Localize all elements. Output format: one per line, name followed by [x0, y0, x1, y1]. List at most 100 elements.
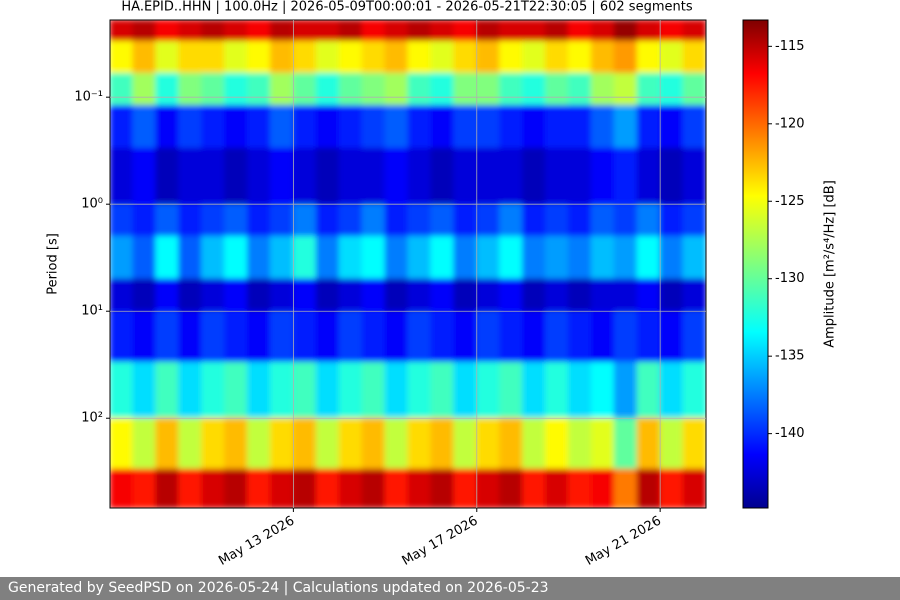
heatmap-cell	[453, 105, 478, 149]
heatmap-cell	[545, 147, 569, 205]
heatmap-cell	[567, 278, 592, 312]
heatmap-cell	[476, 72, 501, 107]
heatmap-cell	[155, 147, 180, 205]
plot-frame	[109, 19, 707, 509]
heatmap-cell	[247, 361, 271, 419]
heatmap-cell	[269, 235, 294, 280]
heatmap-cell	[659, 417, 684, 470]
heatmap-cell	[590, 361, 615, 419]
heatmap-cell	[430, 203, 455, 237]
colorbar-tick-label: -140	[775, 426, 805, 441]
heatmap-cell	[269, 417, 294, 470]
heatmap-cell	[453, 203, 478, 237]
heatmap-cell	[659, 147, 684, 205]
heatmap-cell	[384, 40, 409, 74]
heatmap-cell	[269, 105, 294, 149]
heatmap-cell	[132, 235, 157, 280]
heatmap-cell	[315, 72, 340, 107]
heatmap-cell	[567, 147, 592, 205]
heatmap-cell	[178, 40, 203, 74]
heatmap-cell	[338, 203, 363, 237]
heatmap-cell	[407, 278, 432, 312]
heatmap-cell	[659, 468, 684, 508]
heatmap-cell	[384, 147, 409, 205]
heatmap-cell	[110, 203, 134, 237]
heatmap-cell	[499, 417, 524, 470]
heatmap-cell	[338, 40, 363, 74]
heatmap-cell	[499, 40, 524, 74]
heatmap-cell	[659, 40, 684, 74]
heatmap-cell	[659, 310, 684, 363]
heatmap-cell	[201, 40, 226, 74]
heatmap-cell	[682, 468, 706, 508]
heatmap-cell	[315, 310, 340, 363]
heatmap-cell	[110, 235, 134, 280]
heatmap-cell	[292, 20, 317, 42]
heatmap-cell	[247, 20, 271, 42]
heatmap-cell	[567, 72, 592, 107]
heatmap-cell	[453, 235, 478, 280]
x-tick-label: May 13 2026	[216, 514, 297, 569]
heatmap-cell	[315, 40, 340, 74]
heatmap-cell	[407, 20, 432, 42]
colorbar-label: Amplitude [m²/s⁴/Hz] [dB]	[823, 180, 838, 348]
heatmap-cell	[590, 278, 615, 312]
heatmap-cell	[361, 361, 386, 419]
heatmap-cell	[545, 417, 569, 470]
heatmap-cell	[636, 361, 661, 419]
colorbar	[742, 19, 769, 509]
heatmap-cell	[132, 361, 157, 419]
heatmap-cells	[110, 20, 706, 508]
heatmap-cell	[682, 40, 706, 74]
heatmap-cell	[110, 278, 134, 312]
heatmap-cell	[110, 20, 134, 42]
colorbar-tick-label: -135	[775, 349, 805, 364]
heatmap-cell	[269, 72, 294, 107]
heatmap-cell	[636, 40, 661, 74]
heatmap-cell	[361, 235, 386, 280]
heatmap-cell	[499, 310, 524, 363]
heatmap-cell	[590, 310, 615, 363]
heatmap-cell	[361, 40, 386, 74]
heatmap-cell	[224, 105, 249, 149]
heatmap-cell	[499, 468, 524, 508]
heatmap-cell	[292, 310, 317, 363]
heatmap-cell	[292, 147, 317, 205]
heatmap-cell	[407, 361, 432, 419]
heatmap-cell	[636, 20, 661, 42]
heatmap-cell	[384, 235, 409, 280]
heatmap-cell	[110, 147, 134, 205]
heatmap-cell	[315, 203, 340, 237]
heatmap-cell	[132, 468, 157, 508]
heatmap-cell	[201, 105, 226, 149]
heatmap-cell	[247, 72, 271, 107]
heatmap-cell	[110, 40, 134, 74]
y-tick-label: 10¹	[81, 304, 103, 319]
heatmap-cell	[636, 310, 661, 363]
heatmap-cell	[361, 72, 386, 107]
heatmap-cell	[338, 278, 363, 312]
heatmap-cell	[338, 147, 363, 205]
heatmap-cell	[110, 417, 134, 470]
heatmap-cell	[155, 105, 180, 149]
heatmap-cell	[499, 105, 524, 149]
heatmap-cell	[613, 310, 638, 363]
heatmap-cell	[476, 147, 501, 205]
heatmap-cell	[659, 361, 684, 419]
heatmap-cell	[201, 278, 226, 312]
heatmap-cell	[384, 20, 409, 42]
heatmap-cell	[613, 105, 638, 149]
heatmap-cell	[430, 147, 455, 205]
heatmap-cell	[545, 203, 569, 237]
heatmap-cell	[613, 203, 638, 237]
heatmap-cell	[338, 468, 363, 508]
heatmap-cell	[269, 310, 294, 363]
heatmap-cell	[476, 235, 501, 280]
heatmap-cell	[132, 203, 157, 237]
heatmap-cell	[361, 105, 386, 149]
heatmap-cell	[522, 147, 547, 205]
x-tick-label: May 21 2026	[583, 514, 664, 569]
heatmap-cell	[178, 20, 203, 42]
heatmap-cell	[224, 417, 249, 470]
heatmap-cell	[338, 417, 363, 470]
